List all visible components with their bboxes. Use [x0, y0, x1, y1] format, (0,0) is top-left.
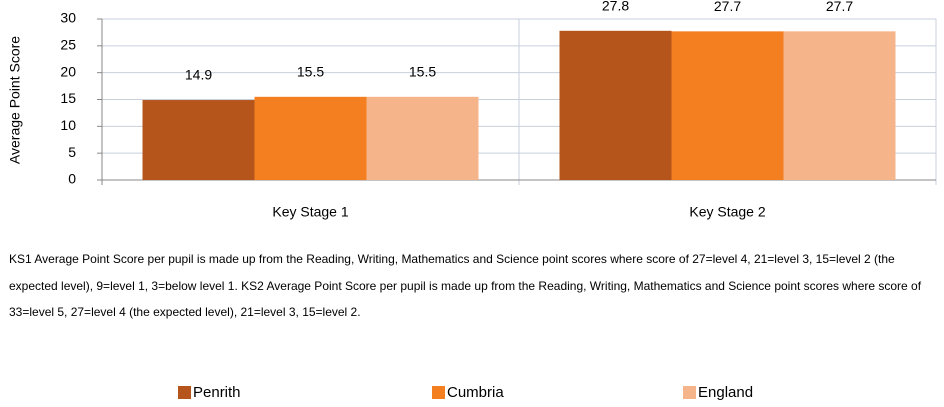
x-tick-label: Key Stage 2 — [689, 204, 765, 220]
value-label: 14.9 — [185, 67, 212, 83]
bar — [366, 96, 479, 180]
legend-label: Penrith — [193, 384, 241, 401]
bar — [142, 100, 255, 180]
legend-swatch — [683, 386, 696, 399]
y-tick-label: 30 — [60, 10, 76, 26]
y-tick-label: 25 — [60, 37, 76, 53]
y-axis-label: Average Point Score — [7, 36, 23, 164]
bar — [254, 96, 367, 180]
y-tick-label: 5 — [68, 144, 76, 160]
legend-swatch — [432, 386, 445, 399]
note: KS1 Average Point Score per pupil is mad… — [9, 252, 922, 319]
bar — [783, 31, 896, 180]
y-tick-label: 20 — [60, 63, 76, 79]
y-tick-label: 15 — [60, 90, 76, 106]
value-label: 27.7 — [714, 0, 741, 14]
legend-label: Cumbria — [447, 384, 504, 401]
value-label: 27.8 — [602, 0, 629, 14]
bar — [671, 31, 784, 180]
y-tick-label: 10 — [60, 117, 76, 133]
bar — [559, 30, 672, 180]
legend-label: England — [698, 384, 753, 401]
value-label: 27.7 — [826, 0, 853, 14]
value-label: 15.5 — [409, 64, 436, 80]
x-tick-label: Key Stage 1 — [272, 204, 348, 220]
legend-swatch — [178, 386, 191, 399]
y-tick-label: 0 — [68, 171, 76, 187]
value-label: 15.5 — [297, 64, 324, 80]
